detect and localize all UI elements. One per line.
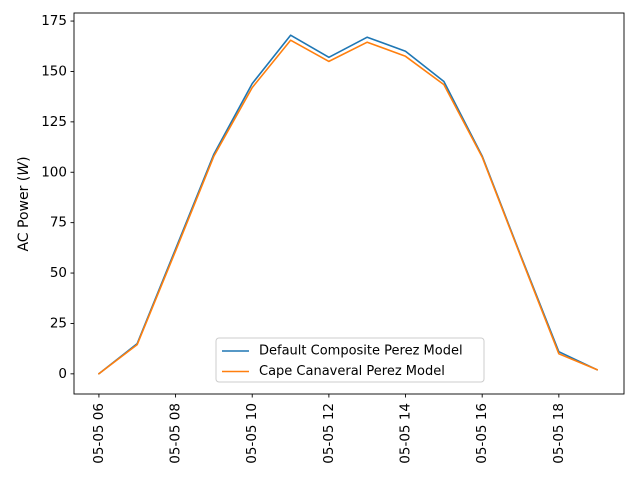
y-axis-label-unit: W xyxy=(16,161,32,176)
y-tick-label: 0 xyxy=(58,366,67,382)
legend-box xyxy=(215,337,485,383)
x-tick-label: 05-05 14 xyxy=(398,403,414,464)
y-axis-label: AC Power (W) xyxy=(16,156,32,251)
x-tick-label: 05-05 10 xyxy=(244,403,260,464)
y-tick-label: 100 xyxy=(41,164,67,180)
y-axis-label-close: ) xyxy=(16,156,32,162)
y-tick-label: 175 xyxy=(41,13,67,29)
y-tick-label: 75 xyxy=(50,215,67,231)
y-tick-label: 150 xyxy=(41,63,67,79)
x-tick-label: 05-05 12 xyxy=(321,403,337,464)
legend-label: Default Composite Perez Model xyxy=(259,344,463,359)
x-tick-label: 05-05 08 xyxy=(168,403,184,464)
legend-label: Cape Canaveral Perez Model xyxy=(259,364,445,379)
y-tick-label: 125 xyxy=(41,114,67,130)
y-axis-label-text: AC Power ( xyxy=(16,175,32,252)
x-tick-label: 05-05 16 xyxy=(474,403,490,464)
plot-area-border xyxy=(73,12,625,395)
y-tick-label: 50 xyxy=(50,265,67,281)
y-tick-label: 25 xyxy=(50,315,67,331)
x-tick-label: 05-05 18 xyxy=(551,403,567,464)
series-line-default-composite xyxy=(98,34,599,375)
series-line-cape-canaveral xyxy=(98,39,599,375)
legend: Default Composite Perez Model Cape Canave… xyxy=(215,337,485,383)
x-tick-label: 05-05 06 xyxy=(91,403,107,464)
